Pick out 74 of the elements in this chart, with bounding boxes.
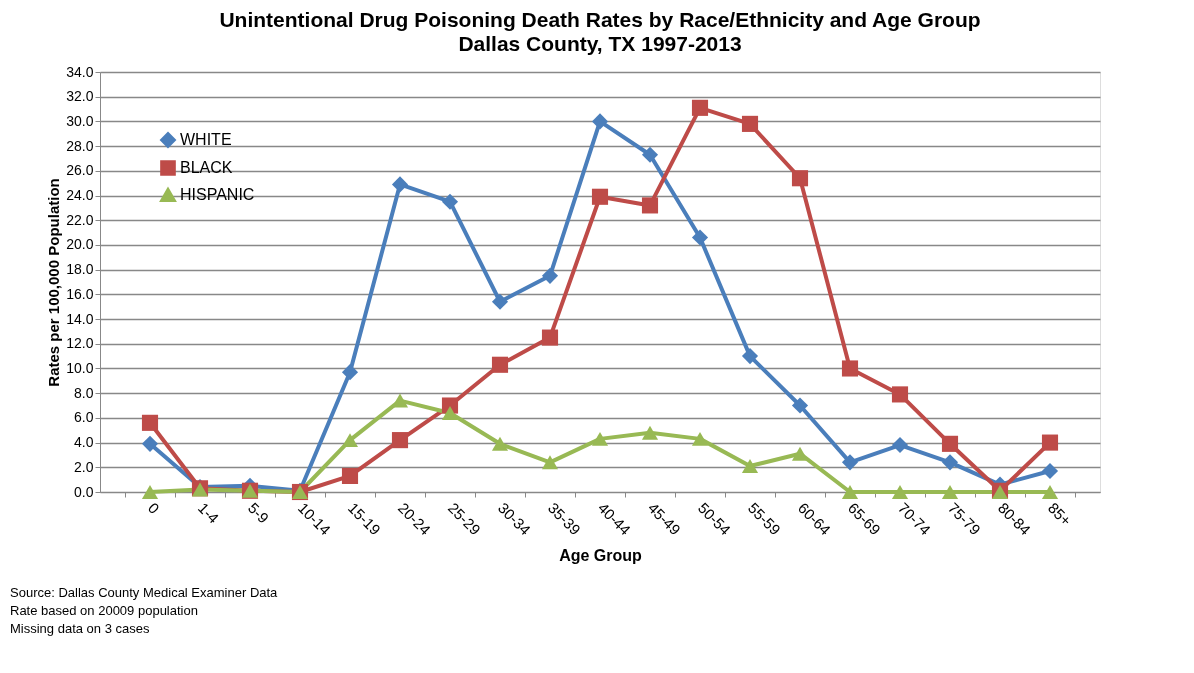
- source-note: Source: Dallas County Medical Examiner Data: [10, 585, 279, 600]
- point: [141, 435, 159, 452]
- point: [541, 455, 559, 470]
- x-tick-label: 5-9: [244, 499, 273, 527]
- point: [141, 414, 159, 431]
- point: [591, 431, 609, 446]
- point: [741, 459, 759, 474]
- point: [141, 485, 159, 499]
- y-tick-label: 8.0: [74, 384, 94, 401]
- x-tick-label: 0: [144, 499, 163, 518]
- y-tick-label: 28.0: [66, 137, 94, 154]
- point: [741, 115, 759, 132]
- point: [491, 293, 509, 310]
- y-tick-label: 26.0: [66, 162, 94, 179]
- point: [491, 356, 509, 373]
- y-tick-label: 2.0: [74, 458, 94, 475]
- y-tick-label: 30.0: [66, 112, 94, 129]
- point: [741, 348, 759, 365]
- text: Missing data on 3 cases: [10, 621, 150, 636]
- point: [491, 436, 509, 451]
- point: [391, 432, 409, 449]
- point: [541, 329, 559, 346]
- y-tick-label: 22.0: [66, 211, 94, 228]
- legend-label: BLACK: [180, 159, 233, 176]
- y-tick-label: 4.0: [74, 434, 94, 451]
- y-tick-label: 20.0: [66, 236, 94, 253]
- y-tick-label: 34.0: [66, 63, 94, 80]
- point: [791, 170, 809, 187]
- x-tick-label: 1-4: [194, 499, 223, 527]
- x-tick-label: 85+: [1044, 499, 1076, 530]
- point: [691, 99, 709, 116]
- point: [841, 485, 859, 499]
- y-tick-label: 10.0: [66, 359, 94, 376]
- y-tick-label: 18.0: [66, 261, 94, 278]
- chart-title: Unintentional Drug Poisoning Death Rates by Race/Ethnicity and Age Group: [219, 8, 981, 31]
- point: [891, 386, 909, 403]
- text: Rate based on 20009 population: [10, 603, 198, 618]
- y-tick-label: 0.0: [74, 483, 94, 500]
- y-tick-label: 6.0: [74, 409, 94, 426]
- point: [891, 485, 909, 499]
- point: [1041, 434, 1059, 451]
- point: [641, 425, 659, 440]
- point: [691, 431, 709, 446]
- point: [591, 113, 609, 130]
- point: [441, 405, 459, 420]
- point: [941, 485, 959, 499]
- point: [1041, 485, 1059, 499]
- point: [541, 267, 559, 284]
- point: [441, 193, 459, 210]
- y-tick-label: 16.0: [66, 285, 94, 302]
- x-axis-title: Age Group: [559, 547, 643, 565]
- point: [341, 467, 359, 484]
- y-tick-label: 24.0: [66, 187, 94, 204]
- point: [641, 197, 659, 214]
- y-axis-title: Rates per 100,000 Population: [45, 178, 63, 387]
- point: [941, 435, 959, 452]
- point: [941, 454, 959, 471]
- chart-subtitle: Dallas County, TX 1997-2013: [458, 32, 742, 55]
- point: [641, 146, 659, 163]
- y-tick-label: 32.0: [66, 88, 94, 105]
- point: [591, 188, 609, 205]
- point: [1041, 462, 1059, 480]
- point: [791, 397, 809, 414]
- point: [841, 360, 859, 377]
- y-tick-label: 12.0: [66, 335, 94, 352]
- point: [391, 176, 409, 193]
- point: [341, 364, 359, 381]
- point: [691, 229, 709, 246]
- y-tick-label: 14.0: [66, 310, 94, 327]
- legend-label: HISPANIC: [180, 186, 255, 203]
- legend-label: WHITE: [180, 131, 232, 148]
- point: [891, 437, 909, 454]
- point: [341, 433, 359, 448]
- point: [841, 454, 859, 471]
